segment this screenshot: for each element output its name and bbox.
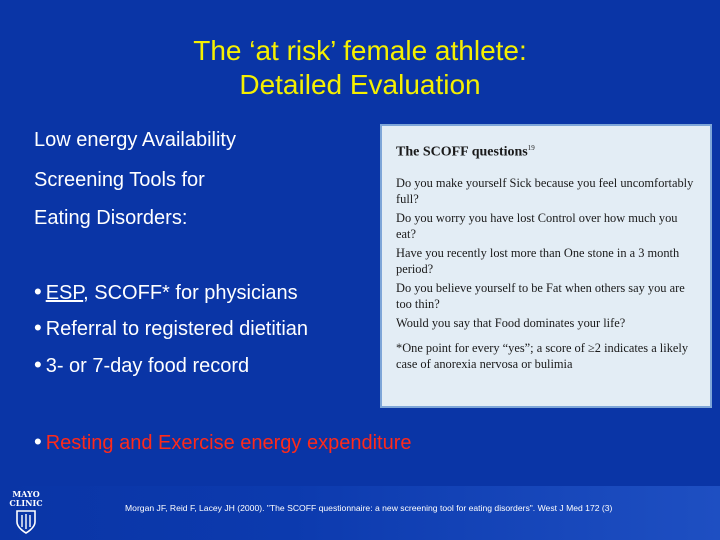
intro-line-3: Eating Disorders: xyxy=(34,207,188,229)
mayo-clinic-logo: MAYO CLINIC xyxy=(6,490,46,536)
bullet-marker: • xyxy=(34,279,42,304)
bullet-esp-scoff: • ESP, SCOFF* for physicians xyxy=(34,280,298,305)
scoff-question: Would you say that Food dominates your l… xyxy=(396,315,626,330)
scoff-question: Do you make yourself Sick because you fe… xyxy=(396,175,694,206)
bullet-resting-energy: • Resting and Exercise energy expenditure xyxy=(34,430,411,455)
scoff-title-ref: 19 xyxy=(527,144,535,152)
logo-text-clinic: CLINIC xyxy=(9,498,43,508)
bullet-marker: • xyxy=(34,315,42,340)
esp-link-text: ESP xyxy=(45,282,84,304)
slide-title: The ‘at risk’ female athlete: Detailed E… xyxy=(0,34,720,102)
footer-bar: MAYO CLINIC Morgan JF, Reid F, Lacey JH … xyxy=(0,486,720,540)
title-line-1: The ‘at risk’ female athlete: xyxy=(193,35,527,66)
bullet-marker: • xyxy=(34,352,42,377)
scoff-title-text: The SCOFF questions xyxy=(396,144,528,160)
scoff-questions-box: The SCOFF questions19 Do you make yourse… xyxy=(380,124,712,408)
bullet-food-record: • 3- or 7-day food record xyxy=(34,353,249,378)
scoff-question: Do you believe yourself to be Fat when o… xyxy=(396,280,685,311)
intro-line-2: Screening Tools for xyxy=(34,169,205,191)
scoff-scoring-note: *One point for every “yes”; a score of ≥… xyxy=(396,340,689,371)
bullet-marker: • xyxy=(34,429,42,454)
scoff-question: Do you worry you have lost Control over … xyxy=(396,210,678,241)
citation: Morgan JF, Reid F, Lacey JH (2000). "The… xyxy=(125,503,613,513)
bullet-text: Referral to registered dietitian xyxy=(45,318,309,340)
bullet-text: , SCOFF* for physicians xyxy=(83,282,298,304)
scoff-question: Have you recently lost more than One sto… xyxy=(396,245,680,276)
title-line-2: Detailed Evaluation xyxy=(239,69,481,100)
bullet-text: 3- or 7-day food record xyxy=(45,355,250,377)
bullet-referral: • Referral to registered dietitian xyxy=(34,316,308,341)
logo-text-mayo: MAYO xyxy=(12,489,40,499)
shield-icon xyxy=(16,510,36,534)
bullet-text: Resting and Exercise energy expenditure xyxy=(45,432,412,454)
scoff-title: The SCOFF questions19 xyxy=(396,144,700,161)
intro-line-1: Low energy Availability xyxy=(34,129,236,151)
